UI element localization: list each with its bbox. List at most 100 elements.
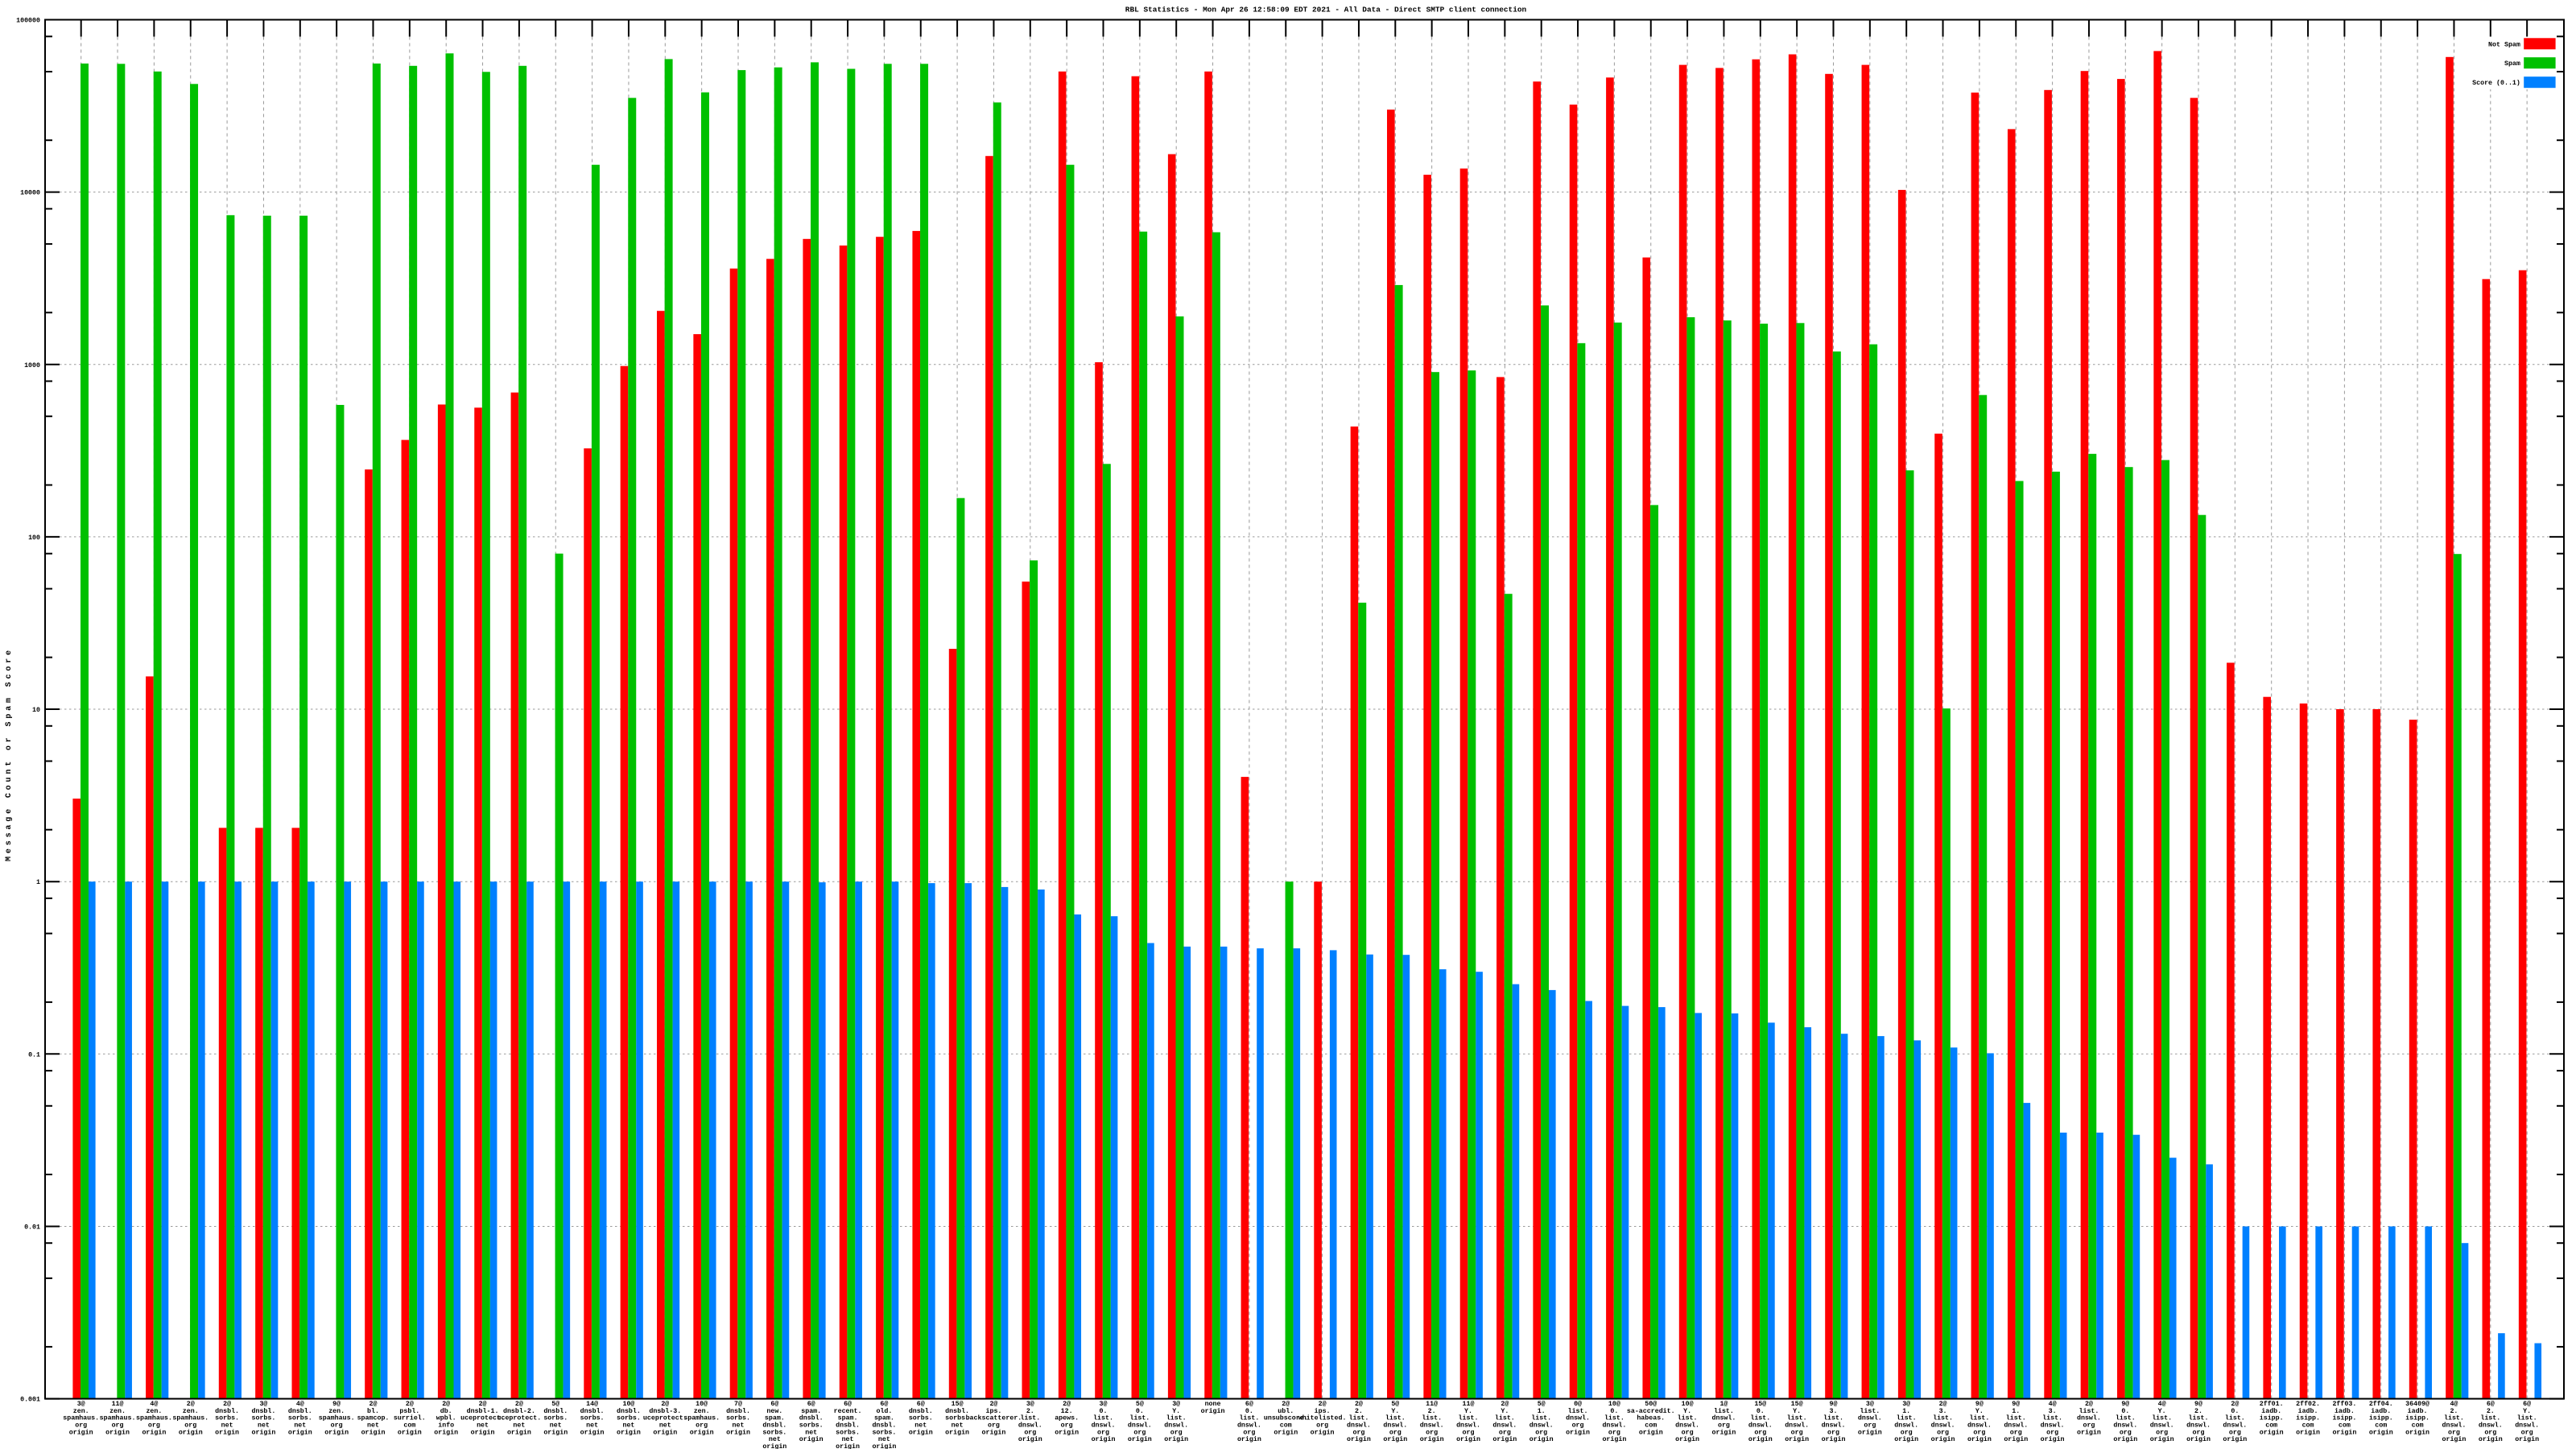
svg-text:org: org [331, 1422, 343, 1430]
svg-text:Score (0..1): Score (0..1) [2472, 79, 2520, 87]
svg-text:Y.: Y. [1501, 1408, 1509, 1415]
svg-text:2.: 2. [1428, 1408, 1436, 1415]
svg-text:3@: 3@ [77, 1400, 85, 1408]
svg-text:net: net [805, 1429, 817, 1436]
svg-text:sa-accredit.: sa-accredit. [1627, 1407, 1675, 1415]
svg-text:2@: 2@ [989, 1400, 997, 1408]
svg-text:uceprotect.: uceprotect. [497, 1415, 542, 1422]
svg-text:dnswl.: dnswl. [1420, 1422, 1444, 1430]
svg-text:2@: 2@ [187, 1400, 195, 1408]
svg-text:9@: 9@ [1830, 1400, 1838, 1408]
svg-text:2.: 2. [2450, 1408, 2458, 1415]
svg-text:9@: 9@ [1975, 1400, 1984, 1408]
svg-text:9@: 9@ [332, 1400, 341, 1408]
svg-text:org: org [1827, 1429, 1839, 1436]
svg-text:dnswl.: dnswl. [1858, 1414, 1882, 1422]
svg-text:2@: 2@ [1282, 1400, 1290, 1408]
svg-text:origin: origin [1530, 1435, 1554, 1443]
svg-text:dnsbl.: dnsbl. [945, 1407, 969, 1415]
svg-text:2ff03.: 2ff03. [2332, 1400, 2356, 1408]
svg-text:dnswl.: dnswl. [2186, 1422, 2211, 1430]
svg-text:10@: 10@ [1682, 1400, 1694, 1408]
svg-text:9@: 9@ [2121, 1400, 2129, 1408]
svg-text:none: none [1205, 1401, 1221, 1408]
svg-text:15@: 15@ [1791, 1400, 1803, 1408]
svg-text:6@: 6@ [2487, 1400, 2495, 1408]
svg-text:dnswl.: dnswl. [1456, 1422, 1480, 1430]
svg-text:net: net [221, 1422, 233, 1430]
svg-text:dnswl.: dnswl. [2223, 1422, 2247, 1430]
svg-text:org: org [1061, 1422, 1073, 1430]
svg-text:0.: 0. [2231, 1408, 2239, 1415]
svg-text:list.: list. [1787, 1414, 1807, 1422]
svg-text:uceprotect.: uceprotect. [643, 1415, 687, 1422]
svg-text:Y.: Y. [1464, 1408, 1472, 1415]
svg-text:origin: origin [1602, 1435, 1626, 1443]
svg-text:org: org [2120, 1429, 2132, 1436]
svg-text:origin: origin [1383, 1435, 1407, 1443]
svg-text:2ff04.: 2ff04. [2369, 1400, 2393, 1408]
svg-text:origin: origin [2296, 1428, 2320, 1436]
svg-text:origin: origin [1092, 1435, 1116, 1443]
svg-text:4@: 4@ [150, 1400, 158, 1408]
svg-text:org: org [2193, 1429, 2205, 1436]
svg-text:zen.: zen. [109, 1408, 126, 1415]
svg-text:org: org [1316, 1422, 1328, 1430]
svg-text:list.: list. [1020, 1414, 1040, 1422]
svg-text:org: org [1499, 1429, 1511, 1436]
svg-text:5@: 5@ [1136, 1400, 1144, 1408]
svg-text:Y.: Y. [2158, 1408, 2166, 1415]
svg-text:net: net [914, 1422, 927, 1430]
svg-text:origin: origin [1894, 1435, 1918, 1443]
svg-text:org: org [696, 1422, 708, 1430]
svg-text:dnswl.: dnswl. [2479, 1422, 2503, 1430]
svg-text:Y.: Y. [1391, 1408, 1399, 1415]
svg-text:org: org [2448, 1429, 2460, 1436]
svg-text:bl.: bl. [367, 1407, 379, 1415]
svg-text:1.: 1. [1538, 1408, 1546, 1415]
svg-text:new.: new. [766, 1408, 782, 1415]
svg-text:ubl.: ubl. [1278, 1407, 1294, 1415]
svg-text:2@: 2@ [1501, 1400, 1509, 1408]
svg-text:org: org [1352, 1429, 1364, 1436]
svg-text:origin: origin [1164, 1435, 1188, 1443]
svg-text:1.: 1. [2012, 1408, 2020, 1415]
svg-text:iadb.: iadb. [2371, 1407, 2391, 1415]
svg-text:spam.: spam. [765, 1415, 785, 1422]
svg-text:5@: 5@ [551, 1400, 559, 1408]
svg-text:origin: origin [2041, 1435, 2065, 1443]
svg-text:Y.: Y. [1172, 1408, 1180, 1415]
svg-text:11@: 11@ [1426, 1400, 1438, 1408]
svg-text:origin: origin [762, 1443, 786, 1449]
svg-text:origin: origin [2442, 1435, 2467, 1443]
svg-text:1000: 1000 [24, 362, 40, 369]
svg-text:org: org [1754, 1429, 1766, 1436]
svg-text:list.: list. [1568, 1407, 1588, 1415]
svg-text:origin: origin [2479, 1435, 2503, 1443]
svg-text:2@: 2@ [369, 1400, 378, 1408]
svg-text:zen.: zen. [146, 1408, 162, 1415]
svg-text:list.: list. [1897, 1414, 1917, 1422]
svg-text:list.: list. [2225, 1414, 2245, 1422]
svg-text:6@: 6@ [770, 1400, 778, 1408]
svg-text:dnswl.: dnswl. [1675, 1422, 1699, 1430]
svg-text:4@: 4@ [2158, 1400, 2166, 1408]
svg-text:dnsbl.: dnsbl. [215, 1407, 239, 1415]
svg-text:Y.: Y. [2523, 1408, 2531, 1415]
svg-text:origin: origin [1274, 1428, 1298, 1436]
svg-text:1.: 1. [1902, 1408, 1910, 1415]
svg-text:backscatterer.: backscatterer. [966, 1414, 1022, 1422]
svg-text:org: org [1463, 1429, 1475, 1436]
svg-text:origin: origin [2260, 1428, 2284, 1436]
svg-text:2@: 2@ [515, 1400, 523, 1408]
svg-text:5@: 5@ [1538, 1400, 1546, 1408]
svg-text:list.: list. [1093, 1414, 1113, 1422]
svg-text:org: org [148, 1422, 160, 1430]
svg-text:6@: 6@ [2523, 1400, 2531, 1408]
svg-text:2@: 2@ [406, 1400, 414, 1408]
svg-text:dnswl.: dnswl. [1237, 1422, 1261, 1430]
svg-text:isipp.: isipp. [2332, 1414, 2356, 1422]
svg-text:com: com [2302, 1422, 2314, 1430]
svg-text:iadb.: iadb. [2408, 1407, 2428, 1415]
svg-text:com: com [2375, 1422, 2387, 1430]
